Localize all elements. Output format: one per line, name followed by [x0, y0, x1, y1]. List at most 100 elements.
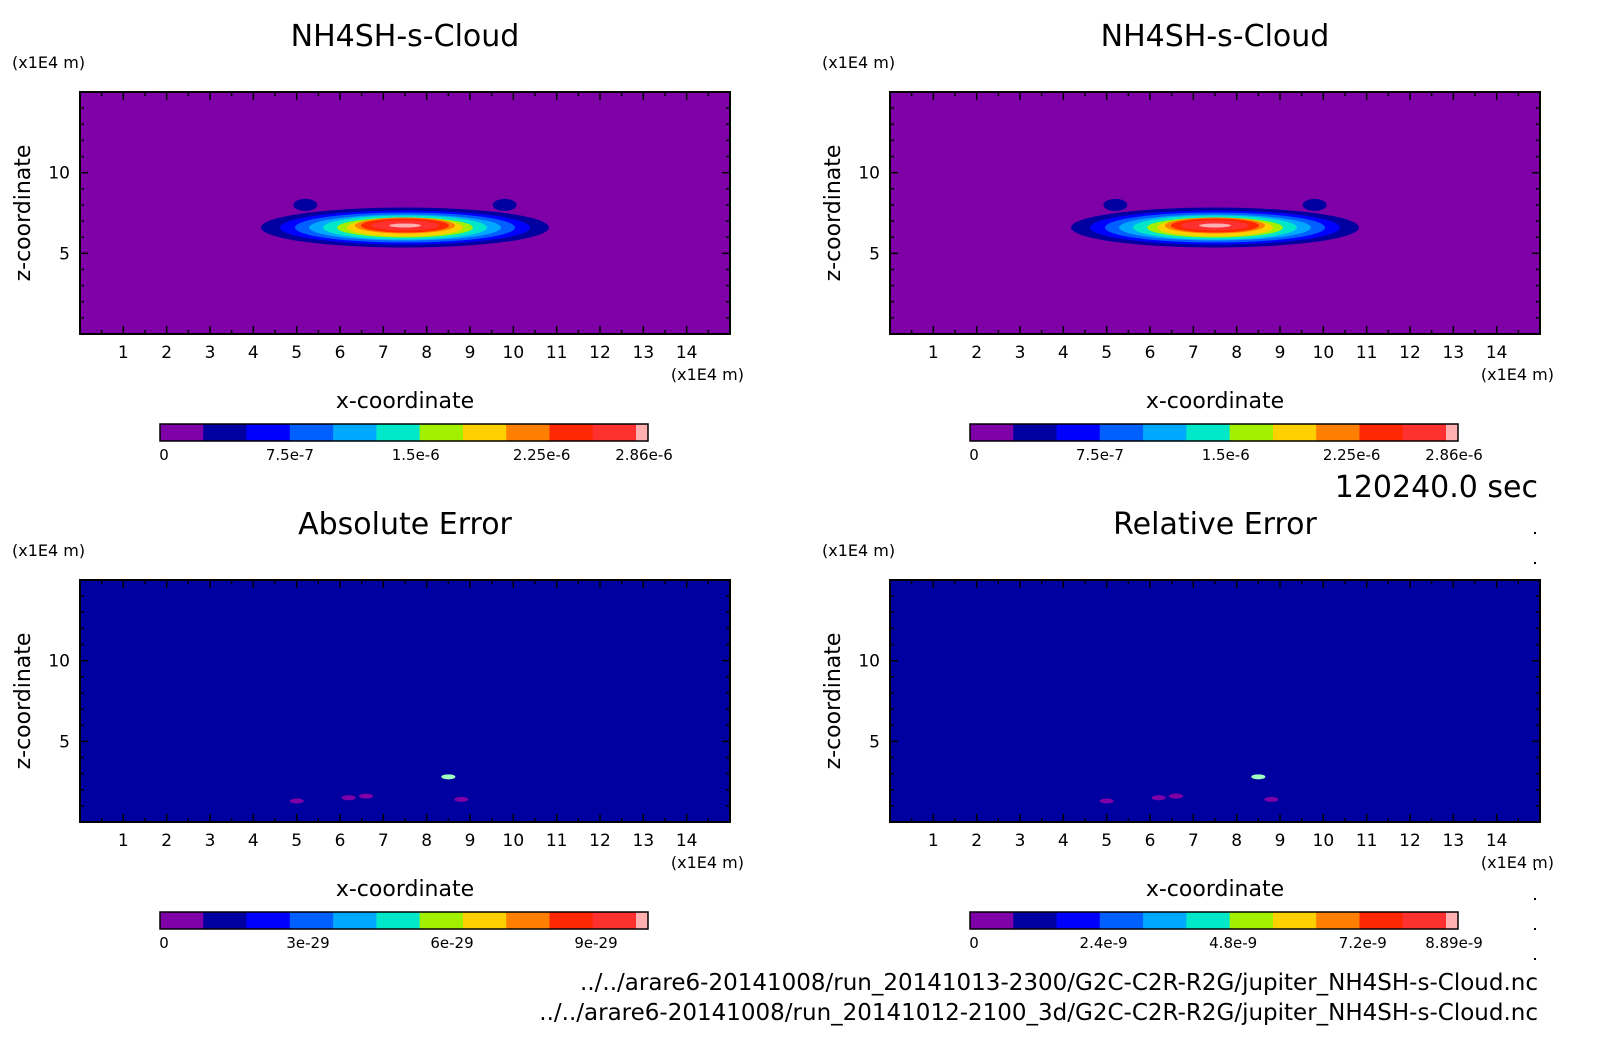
x-tick-label: 1 [928, 831, 939, 851]
colorbar-segment [1316, 912, 1360, 929]
colorbar-segment [636, 424, 648, 441]
colorbar-segment [160, 424, 204, 441]
colorbar-segment [246, 424, 291, 441]
colorbar-tick-label: 6e-29 [430, 934, 473, 952]
x-unit-label: (x1E4 m) [671, 365, 744, 384]
y-unit-label: (x1E4 m) [12, 541, 85, 560]
colorbar-tick-label: 0 [159, 446, 169, 464]
colorbar-segment [1186, 424, 1231, 441]
contour-blob-right [1302, 198, 1327, 211]
panel-3: Absolute Error(x1E4 m)1 2 3 4 5 6 7 8 9 10 11 12 13 1… [11, 507, 744, 952]
x-tick-label: 12 [1399, 831, 1421, 851]
x-unit-label: (x1E4 m) [671, 853, 744, 872]
file-path-2: ../../arare6-20141008/run_20141012-2100_… [539, 1000, 1538, 1026]
x-axis-label: x-coordinate [336, 389, 474, 414]
y-axis-label: z-coordinate [11, 145, 36, 282]
x-tick-label: 4 [1058, 343, 1069, 363]
x-tick-label: 10 [1313, 343, 1335, 363]
colorbar-tick-label: 2.86e-6 [615, 446, 673, 464]
x-axis-label: x-coordinate [1146, 877, 1284, 902]
colorbar-tick-label: 4.8e-9 [1209, 934, 1257, 952]
x-tick-label: 9 [465, 831, 476, 851]
colorbar-segment [462, 912, 507, 929]
colorbar-tick-label: 0 [969, 446, 979, 464]
colorbar-segment [970, 912, 1014, 929]
colorbar-tick-label: 2.4e-9 [1080, 934, 1128, 952]
x-tick-label: 14 [1486, 343, 1508, 363]
panel-title: Relative Error [1113, 507, 1317, 542]
y-unit-label: (x1E4 m) [822, 541, 895, 560]
x-tick-label: 5 [1101, 343, 1112, 363]
panel-title: NH4SH-s-Cloud [291, 19, 520, 54]
colorbar-segment [333, 424, 377, 441]
error-spot-1 [289, 798, 304, 804]
colorbar-segment [1143, 912, 1187, 929]
colorbar-segment [1402, 912, 1447, 929]
colorbar-segment [592, 424, 637, 441]
colorbar-tick-label: 1.5e-6 [1202, 446, 1250, 464]
colorbar-segment [1013, 912, 1058, 929]
x-tick-label: 6 [1145, 831, 1156, 851]
panel-4: Relative Error(x1E4 m)1 2 3 4 5 6 7 8 9 10 11 12 13 1… [821, 507, 1554, 952]
x-tick-label: 5 [291, 831, 302, 851]
x-tick-label: 2 [161, 343, 172, 363]
x-tick-label: 10 [503, 343, 525, 363]
x-tick-label: 12 [589, 831, 611, 851]
colorbar-segment [1229, 912, 1274, 929]
colorbar-segment [419, 912, 464, 929]
colorbar-segment [636, 912, 648, 929]
time-label: 120240.0 sec [1335, 470, 1538, 505]
colorbar-segment [592, 912, 637, 929]
y-tick-label: 5 [59, 732, 70, 752]
y-tick-label: 5 [869, 244, 880, 264]
x-tick-label: 10 [503, 831, 525, 851]
x-tick-label: 9 [1275, 831, 1286, 851]
colorbar-segment [160, 912, 204, 929]
colorbar-segment [970, 424, 1014, 441]
x-tick-label: 5 [291, 343, 302, 363]
colorbar-segment [1186, 912, 1231, 929]
x-tick-label: 3 [1015, 343, 1026, 363]
x-tick-label: 6 [335, 831, 346, 851]
colorbar-segment [1056, 912, 1101, 929]
colorbar-tick-label: 0 [159, 934, 169, 952]
colorbar-segment [1056, 424, 1101, 441]
x-tick-label: 4 [1058, 831, 1069, 851]
colorbar-tick-label: 8.89e-9 [1425, 934, 1483, 952]
contour-band-11 [389, 223, 421, 228]
x-axis-label: x-coordinate [1146, 389, 1284, 414]
colorbar-frame [969, 911, 1459, 930]
panel-title: NH4SH-s-Cloud [1101, 19, 1330, 54]
plot-field [890, 92, 1540, 334]
colorbar-tick-label: 9e-29 [574, 934, 617, 952]
colorbar-segment [1359, 424, 1404, 441]
colorbar-tick-label: 7.5e-7 [1076, 446, 1124, 464]
colorbar-segment [376, 424, 421, 441]
x-tick-label: 3 [205, 831, 216, 851]
contour-band-11 [1199, 223, 1231, 228]
x-tick-label: 7 [1188, 343, 1199, 363]
x-tick-label: 13 [633, 831, 655, 851]
x-tick-label: 13 [633, 343, 655, 363]
error-spot-4 [454, 796, 469, 802]
plot-field [80, 580, 730, 822]
x-axis-label: x-coordinate [336, 877, 474, 902]
x-tick-label: 13 [1443, 343, 1465, 363]
panel-title: Absolute Error [298, 507, 512, 542]
colorbar-segment [506, 424, 550, 441]
colorbar-segment [333, 912, 377, 929]
colorbar-segment [203, 424, 248, 441]
y-tick-label: 10 [858, 164, 880, 184]
colorbar-segment [1143, 424, 1187, 441]
x-tick-label: 3 [1015, 831, 1026, 851]
colorbar-segment [1272, 424, 1317, 441]
colorbar-frame [969, 423, 1459, 442]
colorbar-segment [203, 912, 248, 929]
colorbar-tick-label: 7.2e-9 [1339, 934, 1387, 952]
x-tick-label: 2 [161, 831, 172, 851]
error-spot-5 [441, 774, 456, 780]
colorbar-segment [1402, 424, 1447, 441]
colorbar-segment [1099, 424, 1144, 441]
colorbar-tick-label: 0 [969, 934, 979, 952]
x-tick-label: 6 [1145, 343, 1156, 363]
